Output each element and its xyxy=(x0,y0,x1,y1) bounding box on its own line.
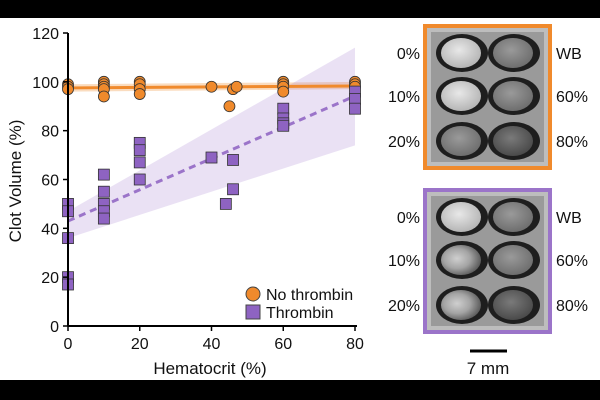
scale-bar-label: 7 mm xyxy=(467,359,510,378)
axes: 0 20 40 60 80 0 20 40 60 80 100 120 xyxy=(32,26,364,353)
legend: No thrombin Thrombin xyxy=(245,286,353,322)
panel-label-left: 10% xyxy=(388,89,420,106)
clot xyxy=(441,290,481,320)
data-point xyxy=(133,156,146,169)
y-tick-label: 60 xyxy=(41,173,59,190)
data-point xyxy=(97,185,110,198)
x-tick-label: 60 xyxy=(274,336,292,353)
clot xyxy=(441,38,481,68)
panel-label-left: 20% xyxy=(388,298,420,315)
data-point xyxy=(277,119,290,132)
clot xyxy=(441,81,481,111)
y-tick-label: 0 xyxy=(50,319,59,336)
data-point xyxy=(277,102,290,115)
clot-image-panel: 0% WB 10% 60% 20% 80% xyxy=(388,188,588,334)
data-point xyxy=(133,88,146,100)
confidence-band xyxy=(68,47,355,239)
legend-marker-no-thrombin xyxy=(245,286,261,302)
data-point xyxy=(219,198,232,210)
legend-label-thrombin: Thrombin xyxy=(266,305,334,322)
panel-label-left: 0% xyxy=(397,46,420,63)
scale-bar: 7 mm xyxy=(467,349,510,378)
panel-label-right: WB xyxy=(556,46,582,63)
figure: 0 20 40 60 80 0 20 40 60 80 100 120 Hematocrit (%) … xyxy=(0,18,600,380)
clot-image-panels: 0% WB 10% 60% 20% 80% 0% WB 10% 60% 20% 80% xyxy=(388,24,588,334)
panel-label-right: 80% xyxy=(556,298,588,315)
data-point xyxy=(97,212,110,225)
panel-label-left: 20% xyxy=(388,134,420,151)
legend-marker-thrombin xyxy=(245,304,261,320)
data-point xyxy=(133,173,146,186)
data-point xyxy=(227,183,239,196)
x-tick-label: 40 xyxy=(203,336,221,353)
clot xyxy=(493,81,533,111)
y-tick-label: 100 xyxy=(32,75,59,92)
y-tick-label: 80 xyxy=(41,124,59,141)
clot xyxy=(493,38,533,68)
clot xyxy=(493,290,533,320)
data-point xyxy=(205,151,218,164)
data-point xyxy=(349,93,361,105)
panel-label-right: WB xyxy=(556,210,582,227)
x-tick-label: 20 xyxy=(131,336,149,353)
y-tick-label: 120 xyxy=(32,26,59,43)
x-tick-label: 0 xyxy=(64,336,73,353)
clot xyxy=(493,245,533,275)
data-point xyxy=(97,168,110,181)
clot xyxy=(493,202,533,232)
data-point xyxy=(227,154,239,166)
panel-label-right: 60% xyxy=(556,89,588,106)
clot xyxy=(441,245,481,275)
y-tick-label: 20 xyxy=(41,270,59,287)
data-point xyxy=(349,102,361,115)
panel-label-right: 60% xyxy=(556,253,588,270)
data-point xyxy=(133,144,146,157)
data-point xyxy=(230,80,243,93)
clot-image-panel: 0% WB 10% 60% 20% 80% xyxy=(388,24,588,170)
data-point xyxy=(97,90,110,103)
data-point xyxy=(223,100,236,113)
confidence-bands xyxy=(68,47,355,239)
clot xyxy=(441,202,481,232)
x-axis-label: Hematocrit (%) xyxy=(153,359,266,378)
legend-label-no-thrombin: No thrombin xyxy=(266,287,353,304)
x-tick-label: 80 xyxy=(346,336,364,353)
clot xyxy=(493,126,533,156)
clot xyxy=(441,126,481,156)
panel-label-left: 0% xyxy=(397,210,420,227)
y-axis-label: Clot Volume (%) xyxy=(6,120,25,243)
y-tick-label: 40 xyxy=(41,221,59,238)
data-point xyxy=(205,80,218,93)
panel-label-right: 80% xyxy=(556,134,588,151)
data-point xyxy=(277,85,290,98)
panel-label-left: 10% xyxy=(388,253,420,270)
